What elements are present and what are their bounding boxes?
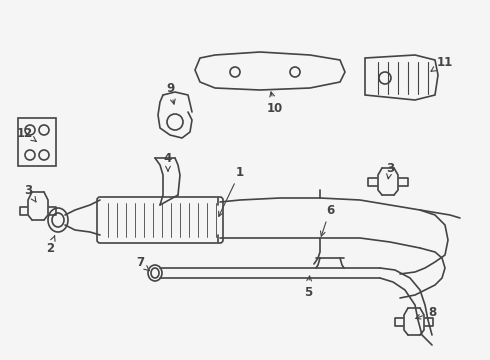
Text: 11: 11	[431, 55, 453, 71]
Text: 7: 7	[136, 256, 149, 271]
Text: 5: 5	[304, 276, 312, 298]
Text: 2: 2	[46, 236, 55, 255]
Text: 12: 12	[17, 126, 36, 141]
Text: 10: 10	[267, 92, 283, 114]
Text: 3: 3	[386, 162, 394, 179]
Text: 3: 3	[24, 184, 36, 202]
Text: 8: 8	[416, 306, 436, 319]
Text: 9: 9	[166, 81, 175, 104]
Text: 4: 4	[164, 152, 172, 171]
Text: 1: 1	[219, 166, 244, 216]
Text: 6: 6	[320, 203, 334, 236]
